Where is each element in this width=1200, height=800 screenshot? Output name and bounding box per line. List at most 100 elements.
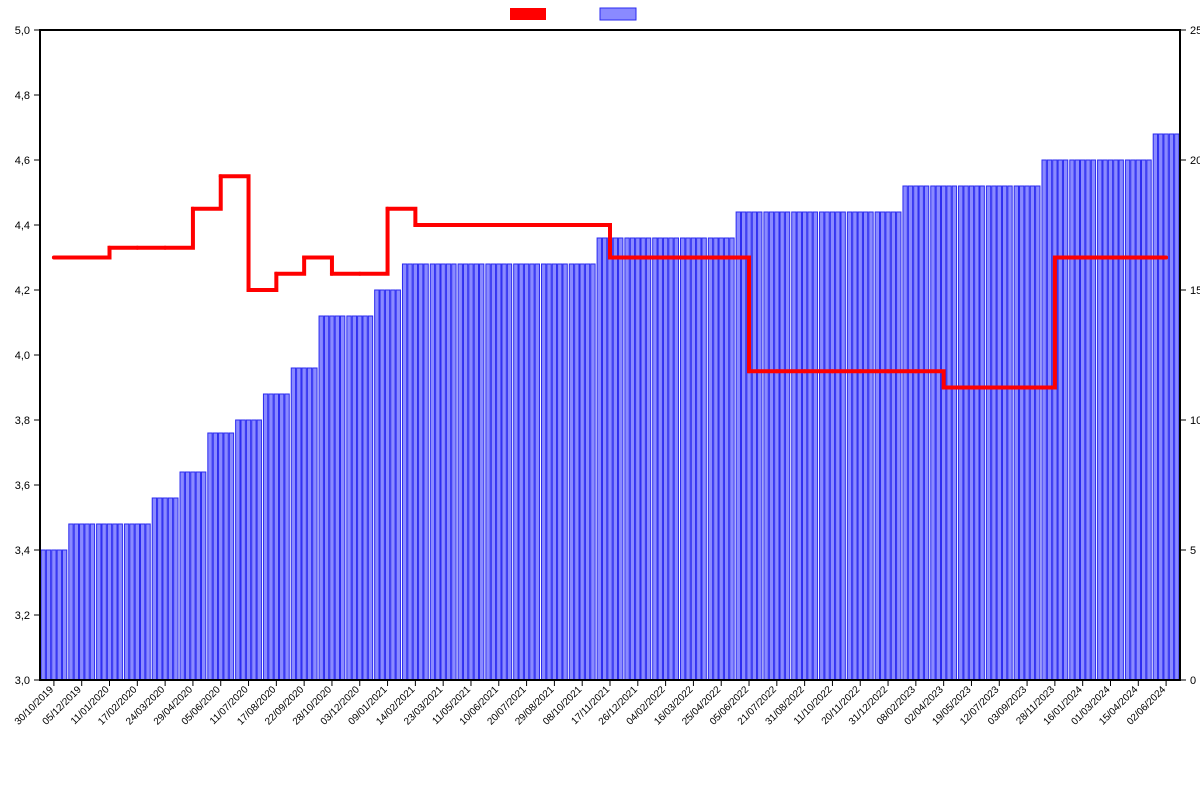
bar xyxy=(396,290,400,680)
bar xyxy=(229,433,233,680)
bar xyxy=(1108,160,1112,680)
bar xyxy=(975,186,979,680)
bar xyxy=(836,212,840,680)
bar xyxy=(402,264,406,680)
bar xyxy=(708,238,712,680)
bar xyxy=(1025,186,1029,680)
bar xyxy=(1103,160,1107,680)
bar xyxy=(213,433,217,680)
bar xyxy=(714,238,718,680)
bar xyxy=(1169,134,1173,680)
bar xyxy=(602,238,606,680)
bar xyxy=(1008,186,1012,680)
bar xyxy=(519,264,523,680)
bar xyxy=(636,238,640,680)
line-point xyxy=(441,223,445,227)
bar xyxy=(1075,160,1079,680)
bar xyxy=(208,433,212,680)
bar xyxy=(702,238,706,680)
bar xyxy=(914,186,918,680)
bar xyxy=(980,186,984,680)
bar xyxy=(1020,186,1024,680)
line-point xyxy=(1108,256,1112,260)
bar xyxy=(191,472,195,680)
line-point xyxy=(858,369,862,373)
bar xyxy=(535,264,539,680)
bar xyxy=(1098,160,1102,680)
bar xyxy=(441,264,445,680)
bar xyxy=(1053,160,1057,680)
bar xyxy=(424,264,428,680)
bar xyxy=(113,524,117,680)
y-left-tick-label: 3,8 xyxy=(15,415,30,427)
bar xyxy=(841,212,845,680)
y-right-tick-label: 0 xyxy=(1190,675,1196,687)
bar xyxy=(486,264,490,680)
bar xyxy=(358,316,362,680)
bar xyxy=(563,264,567,680)
bar xyxy=(1086,160,1090,680)
bar xyxy=(340,316,344,680)
bar xyxy=(368,316,372,680)
bar xyxy=(1153,134,1157,680)
line-point xyxy=(52,256,56,260)
y-right-tick-label: 10 xyxy=(1190,415,1200,427)
legend-swatch-bar xyxy=(600,8,636,20)
bar xyxy=(118,524,122,680)
bar xyxy=(102,524,106,680)
bar xyxy=(263,394,267,680)
bar xyxy=(947,186,951,680)
y-right-tick-label: 25 xyxy=(1190,25,1200,37)
bar xyxy=(375,290,379,680)
line-point xyxy=(775,369,779,373)
bar xyxy=(335,316,339,680)
y-left-tick-label: 4,2 xyxy=(15,285,30,297)
bar xyxy=(57,550,61,680)
bar xyxy=(825,212,829,680)
bar xyxy=(252,420,256,680)
bar xyxy=(886,212,890,680)
line-point xyxy=(886,369,890,373)
bar xyxy=(813,212,817,680)
bar xyxy=(931,186,935,680)
line-point xyxy=(747,369,751,373)
bar xyxy=(385,290,389,680)
bar xyxy=(986,186,990,680)
bar xyxy=(313,368,317,680)
bar xyxy=(241,420,245,680)
bar xyxy=(124,524,128,680)
bar xyxy=(1063,160,1067,680)
legend-swatch-line xyxy=(510,8,546,20)
bar xyxy=(62,550,66,680)
line-point xyxy=(1164,256,1168,260)
bar xyxy=(1058,160,1062,680)
bar xyxy=(1131,160,1135,680)
bar xyxy=(625,238,629,680)
bar xyxy=(792,212,796,680)
bar xyxy=(246,420,250,680)
bar xyxy=(269,394,273,680)
bar xyxy=(863,212,867,680)
bar xyxy=(141,524,145,680)
bar xyxy=(919,186,923,680)
bar xyxy=(1081,160,1085,680)
bar xyxy=(41,550,45,680)
line-point xyxy=(358,272,362,276)
bar xyxy=(580,264,584,680)
bar xyxy=(1159,134,1163,680)
line-point xyxy=(274,272,278,276)
line-point xyxy=(469,223,473,227)
bar xyxy=(941,186,945,680)
bar xyxy=(903,186,907,680)
bar xyxy=(135,524,139,680)
bar xyxy=(575,264,579,680)
line-point xyxy=(552,223,556,227)
line-point xyxy=(608,256,612,260)
bar xyxy=(163,498,167,680)
bar xyxy=(891,212,895,680)
bar xyxy=(547,264,551,680)
line-point xyxy=(80,256,84,260)
bar xyxy=(613,238,617,680)
bar xyxy=(1030,186,1034,680)
bar xyxy=(257,420,261,680)
